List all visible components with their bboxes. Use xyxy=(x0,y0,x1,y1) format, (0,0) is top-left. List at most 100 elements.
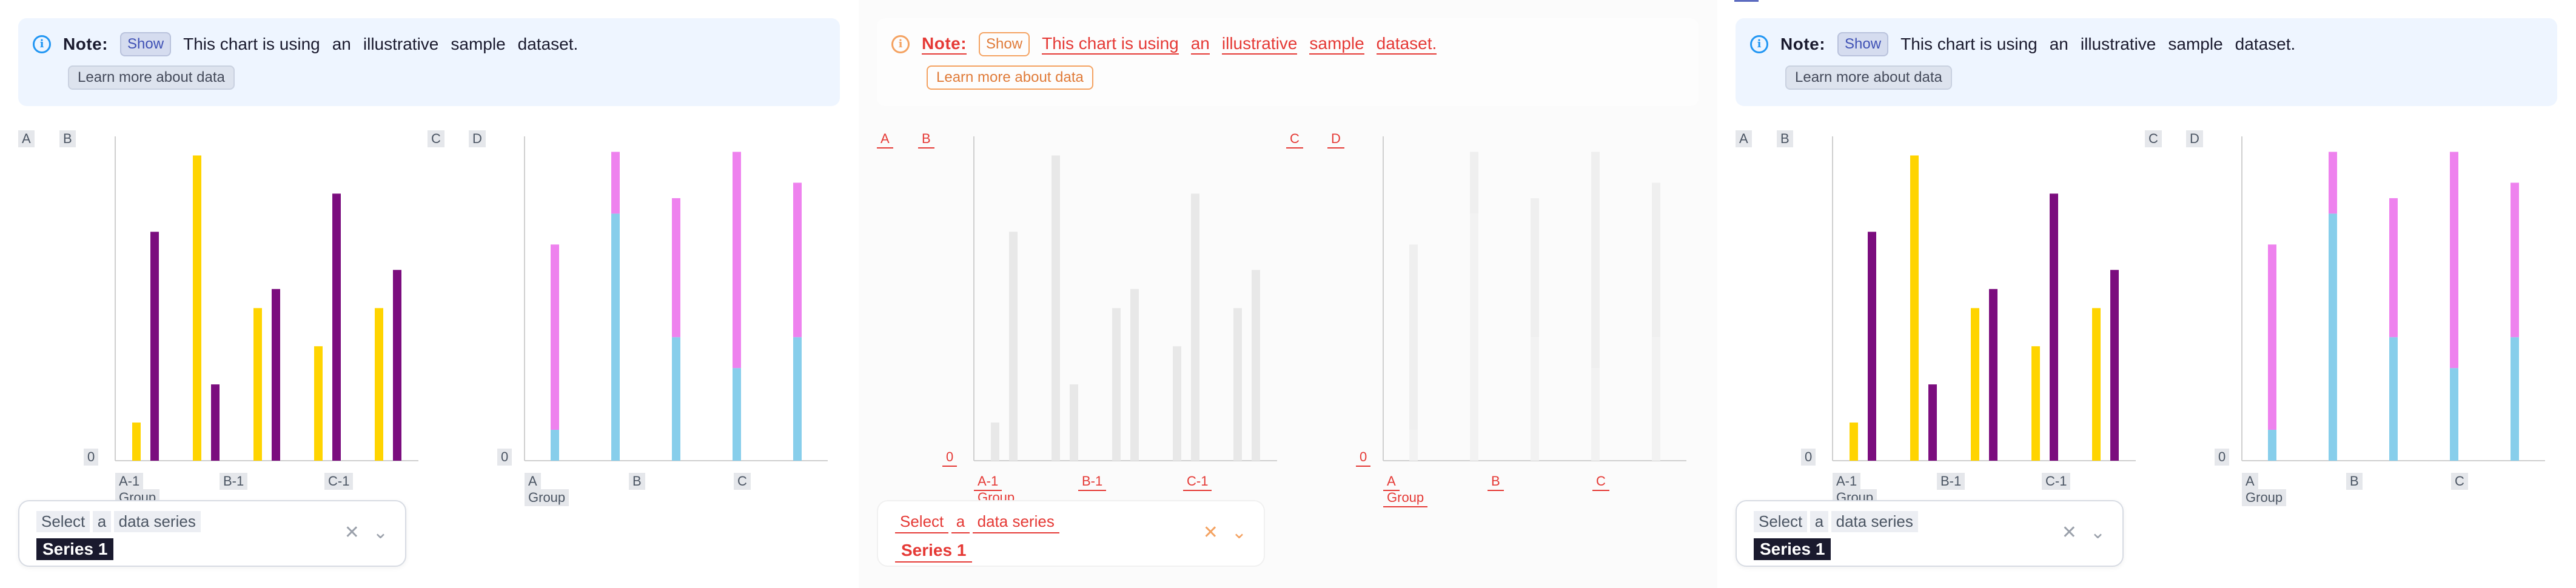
bar-series-a-5 xyxy=(375,308,383,461)
chevron-down-icon[interactable]: ⌄ xyxy=(2090,523,2105,543)
stacked-bar-chart: C D 0 A B C Group xyxy=(1286,118,1705,509)
bar-series-a-1 xyxy=(1850,423,1858,461)
legend-item-b: B xyxy=(59,130,76,147)
show-button[interactable]: Show xyxy=(1837,32,1889,56)
bar-series-c-3 xyxy=(2389,337,2398,461)
select-label-3: data series xyxy=(1831,511,1918,532)
show-button[interactable]: Show xyxy=(120,32,172,56)
bar-series-b-2 xyxy=(1928,384,1937,461)
bar-series-a-2 xyxy=(1910,155,1919,461)
x-tick-2: B xyxy=(1488,473,1504,491)
bar-series-b-2 xyxy=(211,384,220,461)
bar-series-a-1 xyxy=(991,423,999,461)
legend-item-a: A xyxy=(877,130,893,149)
info-icon: i xyxy=(1750,35,1768,53)
bar-series-a-3 xyxy=(1971,308,1979,461)
close-icon[interactable]: ✕ xyxy=(2061,523,2077,543)
x-tick-3: C-1 xyxy=(324,473,354,490)
bar-series-d-3 xyxy=(2389,198,2398,338)
legend-item-b: B xyxy=(918,130,934,149)
select-label-1: Select xyxy=(1754,511,1808,532)
learn-more-link[interactable]: Learn more about data xyxy=(68,65,235,90)
learn-more-link[interactable]: Learn more about data xyxy=(1785,65,1952,90)
bar-series-a-4 xyxy=(314,346,323,461)
notice-text-3: illustrative xyxy=(363,35,439,53)
notice-title: Note: xyxy=(922,34,967,55)
bar-series-c-5 xyxy=(2511,337,2519,461)
learn-more-link[interactable]: Learn more about data xyxy=(927,65,1093,90)
notice-text-2: an xyxy=(1190,34,1210,55)
notice-text-2: an xyxy=(332,35,351,53)
bar-series-a-1 xyxy=(132,423,141,461)
grouped-bar-svg xyxy=(115,136,418,461)
bar-series-c-4 xyxy=(2450,368,2458,461)
select-label-3: data series xyxy=(113,511,201,532)
x-tick-2: B-1 xyxy=(1078,473,1107,491)
select-label-1: Select xyxy=(895,511,949,533)
bar-series-b-5 xyxy=(2110,270,2119,461)
grouped-bar-chart: A B 0 A-1 B-1 C-1 Group xyxy=(1736,118,2154,509)
notice-text-1: This chart is using xyxy=(183,35,320,53)
bar-series-a-5 xyxy=(2092,308,2101,461)
chevron-down-icon[interactable]: ⌄ xyxy=(372,523,388,543)
stacked-bar-svg xyxy=(1383,136,1686,461)
bar-series-b-4 xyxy=(1191,193,1199,461)
x-tick-1: A xyxy=(2242,473,2258,490)
notice-text-4: sample xyxy=(2168,35,2223,53)
y-axis-zero: 0 xyxy=(942,449,958,467)
x-axis-note: Group xyxy=(2242,489,2287,506)
bar-series-c-3 xyxy=(672,337,680,461)
chevron-down-icon[interactable]: ⌄ xyxy=(1231,523,1247,543)
bar-series-c-1 xyxy=(551,430,559,461)
y-axis-zero: 0 xyxy=(84,449,99,466)
notice-banner: i Note: Show This chart is using an illu… xyxy=(877,18,1699,106)
y-axis-zero: 0 xyxy=(1801,449,1816,466)
notice-text-3: illustrative xyxy=(2080,35,2156,53)
stacked-bar-chart: C D 0 A B C Group xyxy=(428,118,846,509)
bar-series-b-2 xyxy=(1070,384,1078,461)
legend-item-d: D xyxy=(1327,130,1344,149)
x-tick-1: A-1 xyxy=(974,473,1002,491)
stacked-bar-svg xyxy=(2241,136,2545,461)
bar-series-c-2 xyxy=(611,213,620,461)
bar-series-b-3 xyxy=(1989,289,1997,461)
bar-series-b-1 xyxy=(150,232,159,461)
bar-series-c-1 xyxy=(1409,430,1418,461)
notice-banner: i Note: Show This chart is using an illu… xyxy=(1736,18,2557,106)
close-icon[interactable]: ✕ xyxy=(1202,523,1218,543)
select-value: Series 1 xyxy=(36,538,114,560)
x-tick-1: A-1 xyxy=(115,473,144,490)
bar-series-b-1 xyxy=(1868,232,1876,461)
bar-series-b-1 xyxy=(1009,232,1018,461)
x-tick-3: C-1 xyxy=(1183,473,1212,491)
bar-series-c-4 xyxy=(733,368,741,461)
select-value: Series 1 xyxy=(1754,538,1831,560)
notice-text-1: This chart is using xyxy=(1042,34,1179,55)
panel-diff: i Note: Show This chart is using an illu… xyxy=(859,0,1717,588)
panel-current: i Note: Show This chart is using an illu… xyxy=(1717,0,2576,588)
bar-series-a-4 xyxy=(1173,346,1181,461)
progress-indicator-right xyxy=(1734,0,1759,2)
legend-item-d: D xyxy=(2186,130,2203,147)
bar-series-d-2 xyxy=(2329,152,2337,214)
x-axis-note: Group xyxy=(525,489,569,506)
series-select[interactable]: Select a data series Series 1 ✕ ⌄ xyxy=(18,500,406,567)
bar-series-d-1 xyxy=(551,244,559,430)
notice-title: Note: xyxy=(1780,35,1826,53)
show-button[interactable]: Show xyxy=(979,32,1030,56)
stacked-bar-chart: C D 0 A B C Group xyxy=(2145,118,2563,509)
x-tick-3: C-1 xyxy=(2042,473,2071,490)
select-value: Series 1 xyxy=(895,540,973,563)
bar-series-b-4 xyxy=(332,193,341,461)
close-icon[interactable]: ✕ xyxy=(344,523,360,543)
grouped-bar-svg xyxy=(973,136,1277,461)
bar-series-b-5 xyxy=(393,270,401,461)
bar-series-d-4 xyxy=(2450,152,2458,369)
bar-series-c-2 xyxy=(1470,213,1478,461)
bar-series-c-3 xyxy=(1531,337,1539,461)
series-select[interactable]: Select a data series Series 1 ✕ ⌄ xyxy=(1736,500,2124,567)
info-icon: i xyxy=(33,35,51,53)
series-select[interactable]: Select a data series Series 1 ✕ ⌄ xyxy=(877,500,1265,567)
x-tick-2: B-1 xyxy=(1937,473,1965,490)
notice-text-5: dataset. xyxy=(2235,35,2296,53)
